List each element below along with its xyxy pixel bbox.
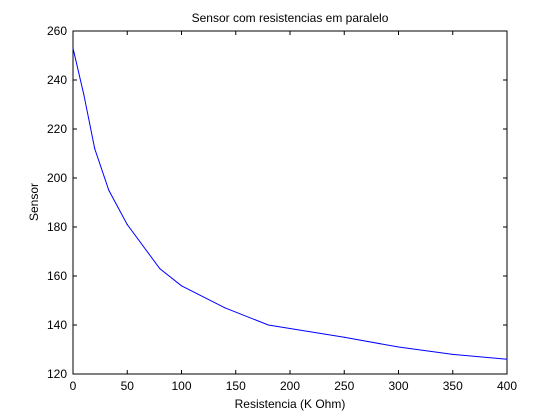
data-point xyxy=(159,268,161,270)
data-point xyxy=(108,189,110,191)
y-tick-label: 240 xyxy=(47,73,67,87)
data-point xyxy=(224,307,226,309)
x-tick-label: 400 xyxy=(497,379,517,393)
y-tick-label: 160 xyxy=(47,269,67,283)
x-tick-label: 150 xyxy=(226,379,246,393)
data-point xyxy=(181,285,182,287)
y-tick-label: 180 xyxy=(47,220,67,234)
data-point xyxy=(126,224,128,226)
x-axis-title: Resistencia (K Ohm) xyxy=(235,397,346,411)
y-tick-label: 140 xyxy=(47,318,67,332)
tick-labels: 0 50 100 150 200 250 300 350 400 120 140 160 180 200 2… xyxy=(47,24,517,393)
data-point xyxy=(267,324,269,326)
data-point xyxy=(506,358,508,360)
y-tick-label: 260 xyxy=(47,24,67,38)
x-tick-label: 0 xyxy=(70,379,77,393)
y-tick-label: 120 xyxy=(47,367,67,381)
data-point xyxy=(83,94,85,96)
x-tick-label: 50 xyxy=(121,379,135,393)
series-layer xyxy=(72,47,508,360)
x-tick-label: 300 xyxy=(388,379,408,393)
chart-title: Sensor com resistencias em paralelo xyxy=(192,11,389,25)
y-axis-title: Sensor xyxy=(27,183,41,221)
x-tick-label: 350 xyxy=(443,379,463,393)
plot-area xyxy=(72,30,508,375)
data-point xyxy=(94,148,96,150)
data-point xyxy=(72,47,74,49)
x-tick-label: 250 xyxy=(334,379,354,393)
data-point xyxy=(343,336,345,338)
y-tick-label: 220 xyxy=(47,122,67,136)
tick-marks xyxy=(72,30,508,375)
data-point xyxy=(398,346,399,348)
data-point xyxy=(452,353,454,355)
x-tick-label: 200 xyxy=(280,379,300,393)
y-tick-label: 200 xyxy=(47,171,67,185)
x-tick-label: 100 xyxy=(171,379,191,393)
